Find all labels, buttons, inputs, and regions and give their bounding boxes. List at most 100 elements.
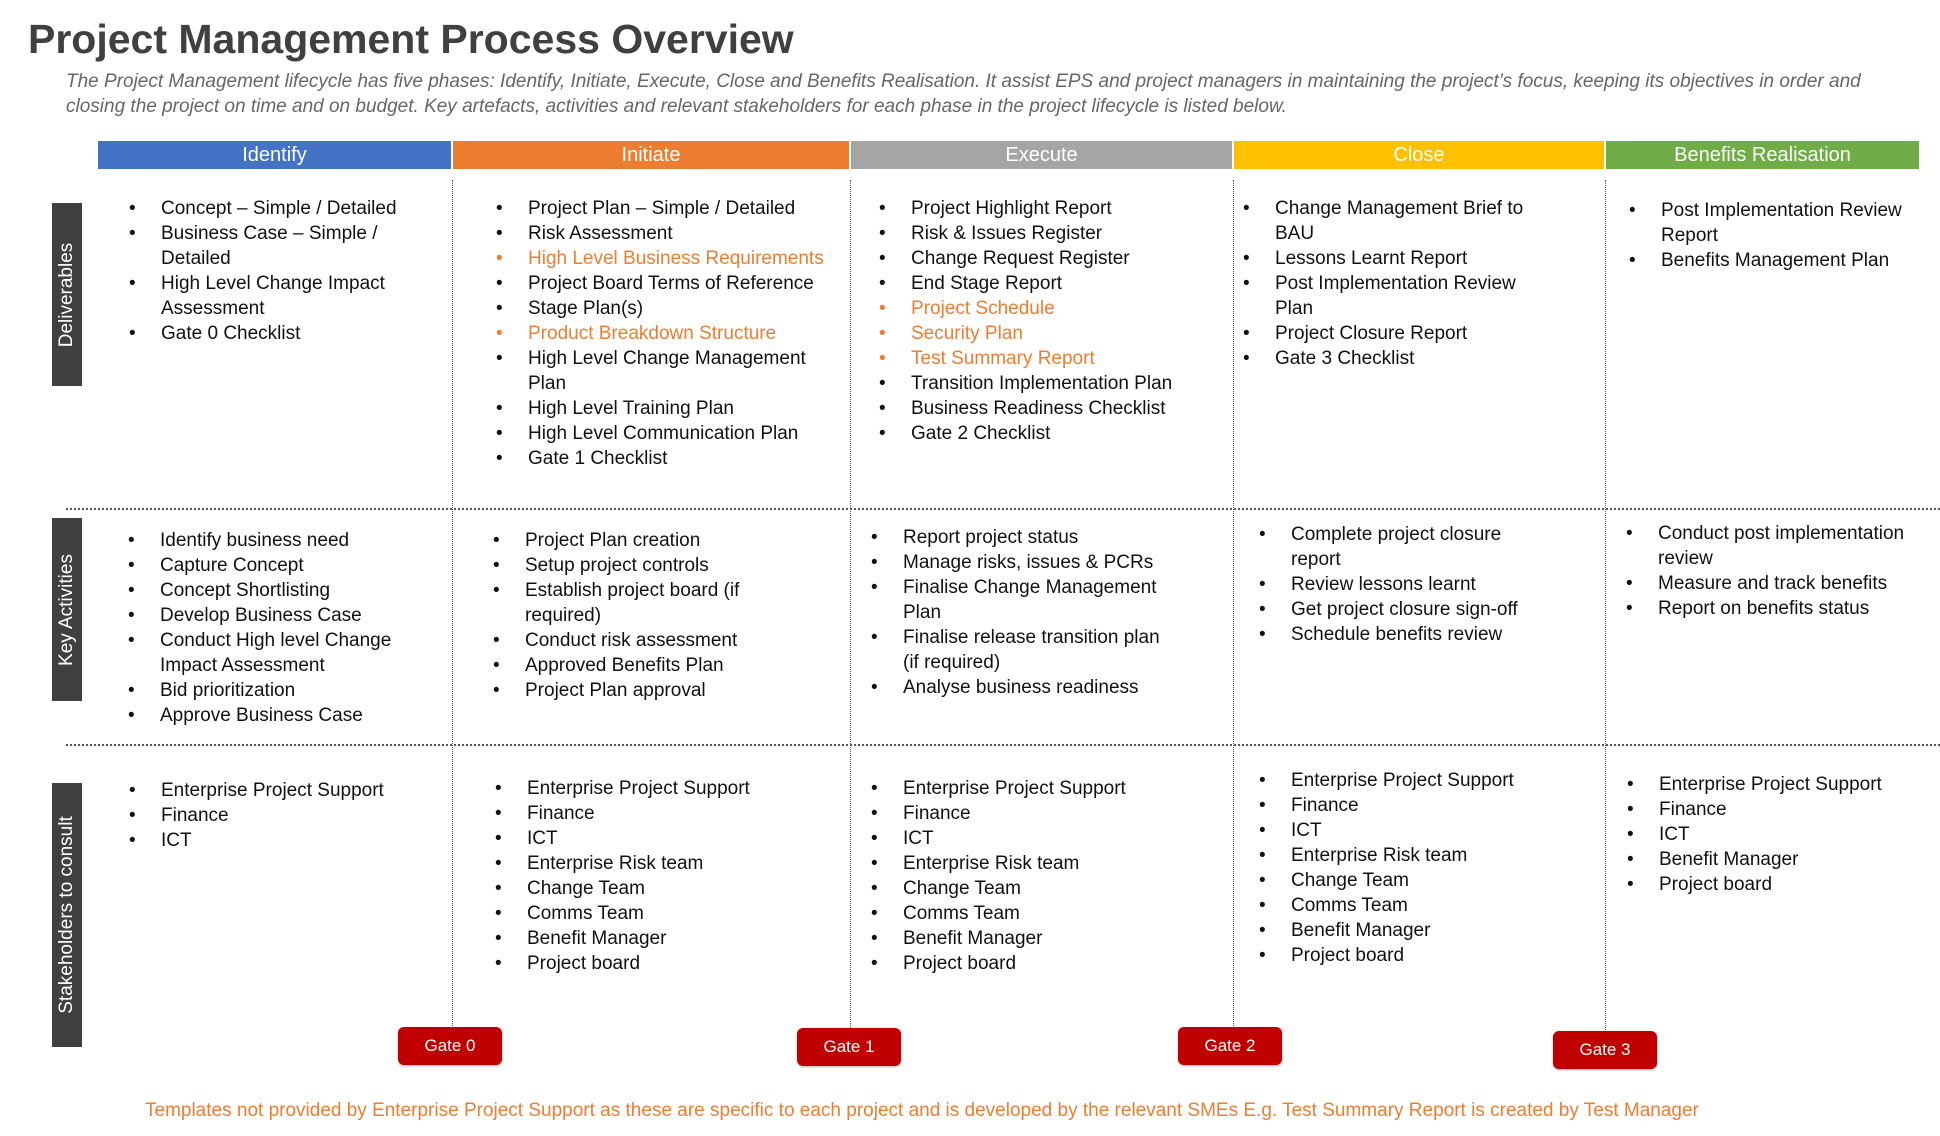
benefits-deliverables-list: Post Implementation Review ReportBenefit… xyxy=(1629,198,1919,273)
list-item: Enterprise Project Support xyxy=(1627,772,1917,797)
list-item: Establish project board (if required) xyxy=(493,578,783,628)
list-item: Risk & Issues Register xyxy=(879,221,1179,246)
identify-activities-list: Identify business needCapture Concept Con… xyxy=(128,528,418,728)
list-item: Project Board Terms of Reference xyxy=(496,271,836,296)
list-item: Finalise Change Management Plan xyxy=(871,575,1161,625)
list-item: Benefit Manager xyxy=(1259,918,1559,943)
identify-stakeholders-list: Enterprise Project SupportFinanceICT xyxy=(129,778,429,853)
list-item: ICT xyxy=(871,826,1171,851)
list-item: ICT xyxy=(1627,822,1917,847)
list-item: Comms Team xyxy=(871,901,1171,926)
list-item: ICT xyxy=(495,826,795,851)
list-item: Conduct risk assessment xyxy=(493,628,783,653)
page-title: Project Management Process Overview xyxy=(28,16,794,62)
list-item: Capture Concept xyxy=(128,553,418,578)
list-item: Enterprise Project Support xyxy=(1259,768,1559,793)
benefits-activities-list: Conduct post implementation reviewMeasur… xyxy=(1626,521,1916,621)
phase-divider xyxy=(850,180,851,1030)
list-item: Finance xyxy=(495,801,795,826)
benefits-stakeholders-list: Enterprise Project SupportFinanceICTBene… xyxy=(1627,772,1917,897)
list-item: Review lessons learnt xyxy=(1259,572,1519,597)
list-item: Project board xyxy=(495,951,795,976)
initiate-stakeholders-list: Enterprise Project SupportFinanceICTEnte… xyxy=(495,776,795,976)
phase-header-close: Close xyxy=(1234,141,1604,169)
list-item: Finance xyxy=(129,803,429,828)
list-item: High Level Change Impact Assessment xyxy=(129,271,429,321)
row-label-text: Deliverables xyxy=(56,242,77,347)
list-item: Schedule benefits review xyxy=(1259,622,1519,647)
list-item: Gate 1 Checklist xyxy=(496,446,836,471)
list-item: Project Plan creation xyxy=(493,528,783,553)
list-item: Complete project closure report xyxy=(1259,522,1519,572)
list-item: Finance xyxy=(871,801,1171,826)
list-item: Develop Business Case xyxy=(128,603,418,628)
row-divider xyxy=(66,744,1940,746)
list-item: Security Plan xyxy=(879,321,1179,346)
list-item: Setup project controls xyxy=(493,553,783,578)
list-item: Enterprise Project Support xyxy=(871,776,1171,801)
list-item: Post Implementation Review Report xyxy=(1629,198,1919,248)
list-item: Analyse business readiness xyxy=(871,675,1161,700)
list-item: Change Request Register xyxy=(879,246,1179,271)
initiate-deliverables-list: Project Plan – Simple / DetailedRisk Ass… xyxy=(496,196,836,471)
list-item: Business Case – Simple / Detailed xyxy=(129,221,429,271)
list-item: Gate 3 Checklist xyxy=(1243,346,1543,371)
list-item: Finance xyxy=(1259,793,1559,818)
phase-header-benefits-realisation: Benefits Realisation xyxy=(1606,141,1919,169)
close-stakeholders-list: Enterprise Project SupportFinanceICTEnte… xyxy=(1259,768,1559,968)
list-item: Project Highlight Report xyxy=(879,196,1179,221)
list-item: Benefit Manager xyxy=(495,926,795,951)
row-label-text: Key Activities xyxy=(56,553,77,666)
list-item: Enterprise Project Support xyxy=(129,778,429,803)
execute-deliverables-list: Project Highlight ReportRisk & Issues Re… xyxy=(879,196,1179,446)
initiate-activities-list: Project Plan creationSetup project contr… xyxy=(493,528,783,703)
execute-stakeholders-list: Enterprise Project SupportFinanceICTEnte… xyxy=(871,776,1171,976)
row-label-text: Stakeholders to consult xyxy=(56,816,77,1014)
row-divider xyxy=(66,508,1940,510)
list-item: Benefit Manager xyxy=(871,926,1171,951)
list-item: Finance xyxy=(1627,797,1917,822)
gate-2-button[interactable]: Gate 2 xyxy=(1178,1027,1282,1065)
close-activities-list: Complete project closure reportReview le… xyxy=(1259,522,1519,647)
close-deliverables-list: Change Management Brief to BAULessons Le… xyxy=(1243,196,1543,371)
list-item: Lessons Learnt Report xyxy=(1243,246,1543,271)
list-item: Report project status xyxy=(871,525,1161,550)
list-item: Benefits Management Plan xyxy=(1629,248,1919,273)
list-item: Gate 0 Checklist xyxy=(129,321,429,346)
list-item: Comms Team xyxy=(1259,893,1559,918)
list-item: Project board xyxy=(871,951,1171,976)
list-item: Project Plan approval xyxy=(493,678,783,703)
row-label-key-activities: Key Activities xyxy=(52,518,82,701)
list-item: Stage Plan(s) xyxy=(496,296,836,321)
phase-header-execute: Execute xyxy=(851,141,1232,169)
list-item: Conduct High level Change Impact Assessm… xyxy=(128,628,418,678)
phase-divider xyxy=(1233,180,1234,1030)
footer-note: Templates not provided by Enterprise Pro… xyxy=(145,1100,1699,1121)
list-item: Bid prioritization xyxy=(128,678,418,703)
phase-header-initiate: Initiate xyxy=(453,141,849,169)
list-item: Comms Team xyxy=(495,901,795,926)
gate-0-button[interactable]: Gate 0 xyxy=(398,1027,502,1065)
gate-1-button[interactable]: Gate 1 xyxy=(797,1028,901,1066)
phase-divider xyxy=(452,180,453,1030)
list-item: Transition Implementation Plan xyxy=(879,371,1179,396)
list-item: Project Closure Report xyxy=(1243,321,1543,346)
list-item: High Level Communication Plan xyxy=(496,421,836,446)
list-item: Approved Benefits Plan xyxy=(493,653,783,678)
gate-3-button[interactable]: Gate 3 xyxy=(1553,1031,1657,1069)
list-item: Enterprise Risk team xyxy=(871,851,1171,876)
page-subtitle: The Project Management lifecycle has fiv… xyxy=(66,71,1861,117)
list-item: Project Plan – Simple / Detailed xyxy=(496,196,836,221)
execute-activities-list: Report project statusManage risks, issue… xyxy=(871,525,1161,700)
list-item: Report on benefits status xyxy=(1626,596,1916,621)
list-item: Identify business need xyxy=(128,528,418,553)
list-item: Enterprise Project Support xyxy=(495,776,795,801)
list-item: Project board xyxy=(1627,872,1917,897)
list-item: Measure and track benefits xyxy=(1626,571,1916,596)
list-item: Conduct post implementation review xyxy=(1626,521,1916,571)
list-item: Enterprise Risk team xyxy=(495,851,795,876)
identify-deliverables-list: Concept – Simple / DetailedBusiness Case… xyxy=(129,196,429,346)
phase-header-identify: Identify xyxy=(98,141,451,169)
list-item: Enterprise Risk team xyxy=(1259,843,1559,868)
row-label-deliverables: Deliverables xyxy=(52,203,82,386)
